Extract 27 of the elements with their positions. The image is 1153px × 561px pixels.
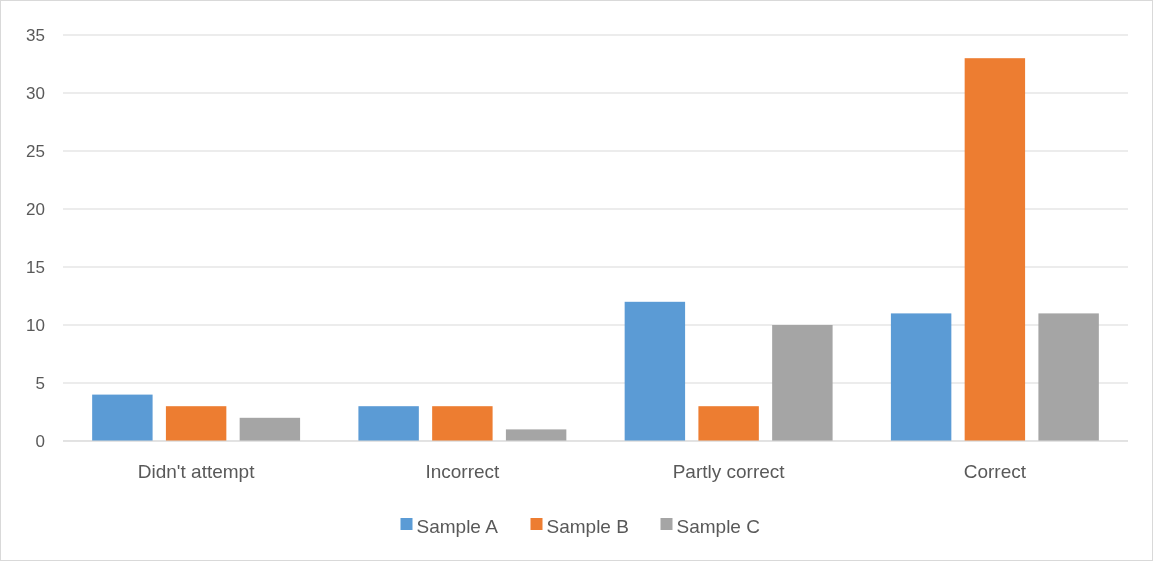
x-tick-label: Correct (963, 461, 1027, 482)
legend-label: Sample B (546, 515, 629, 537)
bar (92, 394, 153, 441)
bar (358, 406, 419, 441)
bar (772, 325, 833, 441)
y-tick-label: 35 (26, 25, 45, 45)
bar (505, 429, 567, 441)
legend-label: Sample C (676, 515, 760, 537)
bar (1038, 313, 1099, 441)
bar (432, 406, 493, 441)
x-tick-label: Incorrect (425, 461, 501, 482)
y-tick-label: 5 (35, 373, 45, 393)
bar (964, 58, 1026, 441)
legend-label: Sample A (416, 515, 499, 537)
x-tick-label: Didn't attempt (137, 461, 256, 482)
bar (239, 417, 301, 441)
y-tick-label: 25 (26, 141, 45, 161)
bar (698, 406, 759, 441)
y-tick-label: 10 (26, 315, 45, 335)
y-tick-label: 15 (26, 257, 45, 277)
y-tick-label: 30 (26, 83, 45, 103)
x-tick-label: Partly correct (672, 461, 786, 482)
y-tick-label: 0 (35, 431, 45, 451)
bar (624, 301, 686, 441)
y-tick-label: 20 (26, 199, 45, 219)
bar (165, 406, 227, 441)
bar (890, 313, 952, 441)
